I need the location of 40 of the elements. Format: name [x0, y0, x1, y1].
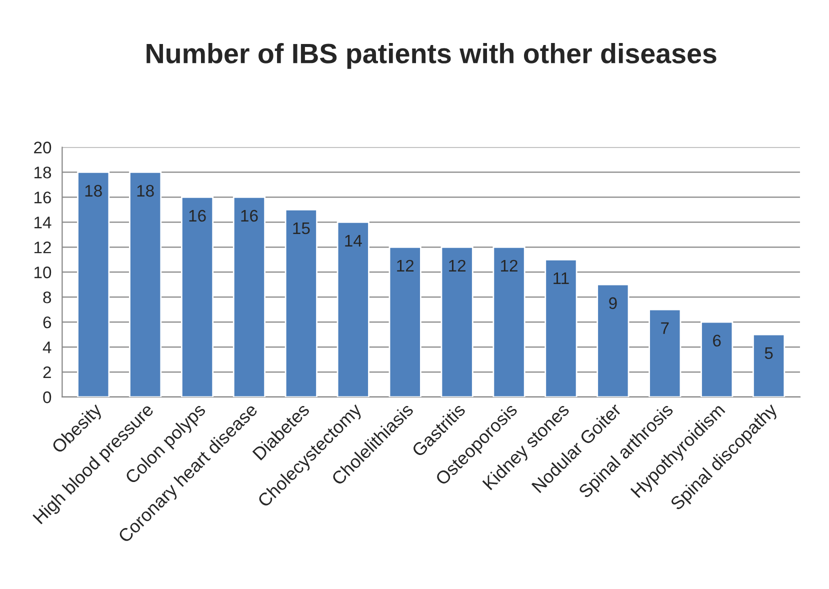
- data-label: 12: [397, 260, 414, 272]
- bar: [752, 334, 786, 397]
- bar: [648, 308, 682, 397]
- data-label: 14: [345, 235, 362, 246]
- y-tick-label: 2: [43, 366, 51, 378]
- y-tick-label: 6: [43, 316, 52, 328]
- bar: [336, 221, 370, 397]
- bar: [544, 258, 578, 397]
- y-tick-label: 4: [42, 342, 52, 354]
- y-tick-label: 20: [34, 142, 52, 154]
- y-tick-label: 18: [34, 166, 52, 178]
- data-label: 12: [501, 260, 518, 272]
- y-tick-label: 12: [34, 242, 51, 254]
- data-label: 16: [241, 210, 258, 222]
- bar: [388, 246, 422, 397]
- bar: [284, 208, 318, 397]
- y-tick-label: 16: [34, 192, 52, 204]
- y-tick-label: 14: [34, 216, 52, 228]
- chart-title: Number of IBS patients with other diseases: [146, 43, 716, 69]
- data-label: 16: [189, 210, 206, 222]
- bar: [129, 172, 162, 397]
- y-tick-label: 10: [34, 266, 52, 278]
- bar: [596, 284, 630, 397]
- data-label: 12: [449, 260, 466, 272]
- data-label: 7: [661, 322, 669, 334]
- data-label: 11: [554, 272, 569, 284]
- bar: [492, 246, 526, 397]
- y-tick-label: 8: [43, 291, 52, 304]
- data-label: 18: [85, 184, 102, 197]
- data-label: 18: [137, 184, 154, 197]
- y-tick-label: 0: [43, 391, 52, 404]
- bar: [77, 172, 110, 397]
- data-label: 5: [764, 347, 773, 360]
- data-label: 15: [293, 222, 310, 234]
- bar: [180, 196, 214, 397]
- bar: [440, 246, 474, 397]
- bar: [232, 196, 266, 397]
- data-label: 6: [713, 334, 721, 347]
- bar: [700, 321, 734, 397]
- data-label: 9: [609, 297, 617, 310]
